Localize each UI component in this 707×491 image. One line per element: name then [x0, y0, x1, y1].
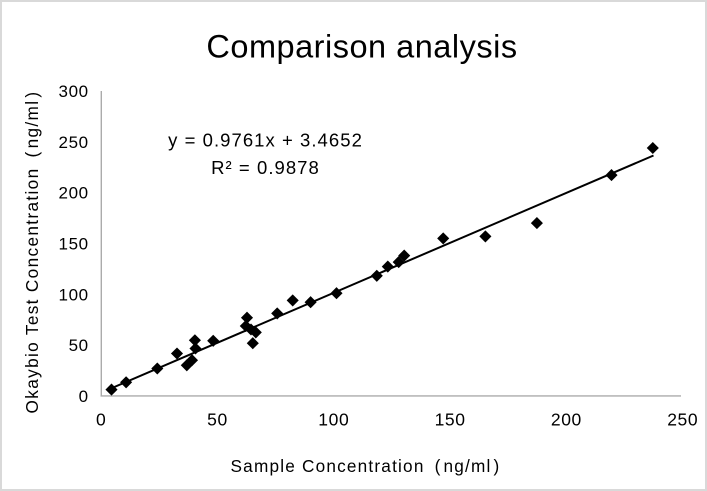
svg-text:Comparison analysis: Comparison analysis [206, 29, 517, 65]
svg-text:0: 0 [96, 410, 106, 430]
svg-text:150: 150 [435, 410, 466, 430]
svg-text:100: 100 [318, 410, 349, 430]
svg-text:300: 300 [59, 82, 89, 101]
svg-text:Sample Concentration(ng/ml): Sample Concentration(ng/ml) [231, 456, 501, 476]
svg-text:100: 100 [59, 285, 89, 304]
svg-text:200: 200 [551, 410, 582, 430]
svg-text:150: 150 [59, 235, 89, 254]
svg-text:250: 250 [667, 410, 698, 430]
svg-text:y = 0.9761x + 3.4652: y = 0.9761x + 3.4652 [168, 129, 363, 150]
svg-text:50: 50 [207, 410, 228, 430]
svg-text:50: 50 [69, 336, 89, 355]
svg-text:200: 200 [59, 184, 89, 203]
svg-text:Okaybio Test Concentration(ng/: Okaybio Test Concentration(ng/ml) [22, 91, 42, 414]
svg-text:R² = 0.9878: R² = 0.9878 [211, 157, 320, 178]
svg-text:0: 0 [79, 387, 89, 406]
svg-text:250: 250 [59, 133, 89, 152]
